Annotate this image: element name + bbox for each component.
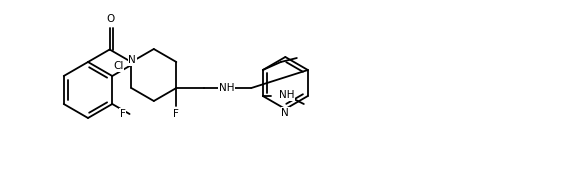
Text: Cl: Cl xyxy=(113,61,124,71)
Text: O: O xyxy=(107,13,115,24)
Text: F: F xyxy=(120,109,125,119)
Text: F: F xyxy=(173,109,180,119)
Text: NH: NH xyxy=(218,83,234,93)
Text: NH: NH xyxy=(279,90,294,100)
Text: N: N xyxy=(282,108,289,118)
Text: N: N xyxy=(128,55,136,65)
